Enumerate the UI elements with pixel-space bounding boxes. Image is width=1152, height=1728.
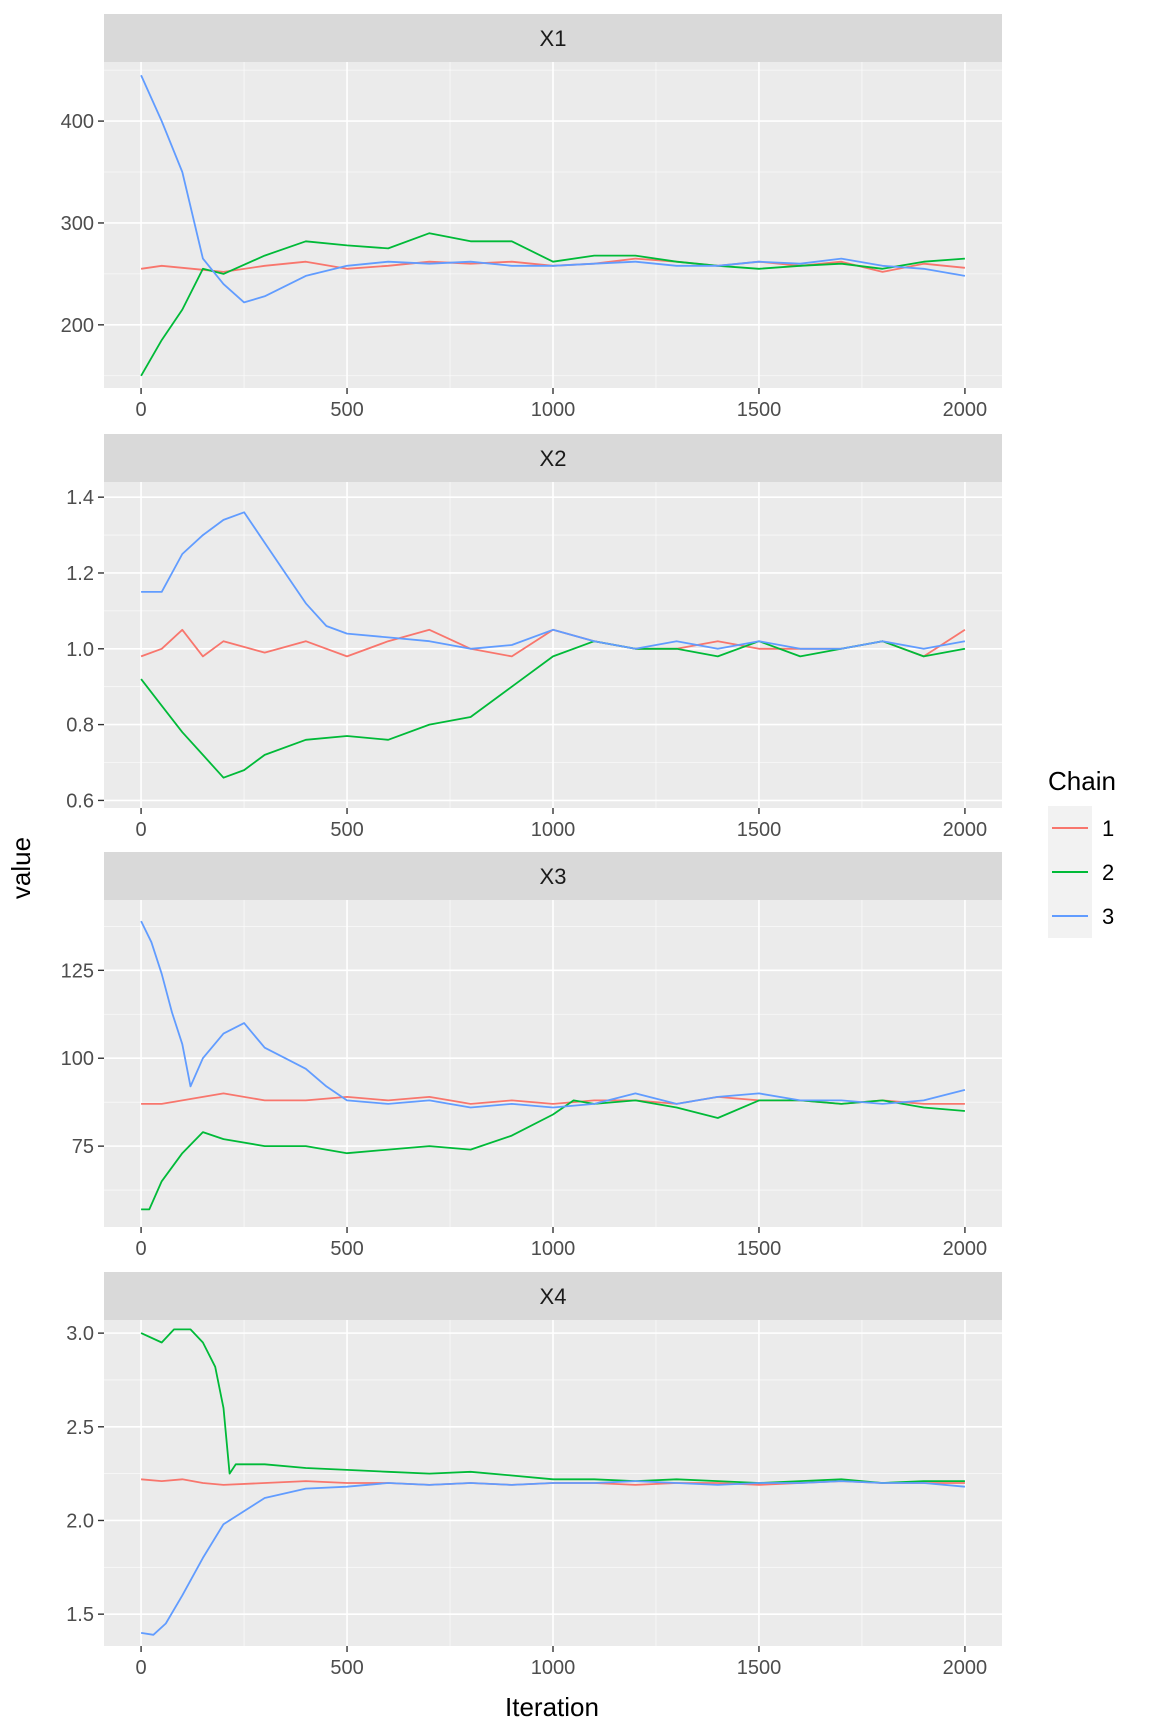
facet-panel-x2: X2 0 500 1000 1500 2000 0.6 0.8 1.0 1.2 1.4 xyxy=(66,434,1002,841)
y-tick-label: 1.2 xyxy=(66,563,94,585)
facet-strip-label: X2 xyxy=(540,446,567,471)
y-tick-label: 100 xyxy=(61,1048,94,1070)
facet-strip-label: X3 xyxy=(540,864,567,889)
x-tick-label: 500 xyxy=(330,1238,363,1260)
series-line-chain-2 xyxy=(140,232,965,377)
y-tick-label: 2.5 xyxy=(66,1417,94,1439)
x-tick-label: 0 xyxy=(136,1657,147,1679)
facet-strip xyxy=(104,852,1002,900)
series-line-chain-3 xyxy=(140,1480,965,1636)
y-tick-label: 1.4 xyxy=(66,487,94,509)
legend-label-3: 3 xyxy=(1102,904,1114,929)
x-tick-label: 0 xyxy=(136,819,147,841)
x-tick-label: 500 xyxy=(330,1657,363,1679)
x-tick-label: 1000 xyxy=(531,399,576,421)
x-tick-label: 1000 xyxy=(531,1238,576,1260)
facet-strip-label: X1 xyxy=(540,26,567,51)
x-tick-label: 500 xyxy=(330,399,363,421)
y-tick-label: 0.8 xyxy=(66,715,94,737)
facet-strip xyxy=(104,434,1002,482)
x-tick-label: 2000 xyxy=(943,399,988,421)
facet-strip xyxy=(104,1272,1002,1320)
facet-strip-label: X4 xyxy=(540,1284,567,1309)
facet-panel-x4: X4 0 500 1000 1500 2000 1.5 2.0 2.5 3.0 xyxy=(66,1272,1002,1679)
y-tick-label: 75 xyxy=(72,1136,94,1158)
x-tick-label: 2000 xyxy=(943,1657,988,1679)
y-axis-title: value xyxy=(6,837,36,899)
series-line-chain-2 xyxy=(140,640,966,779)
x-tick-label: 1500 xyxy=(737,399,782,421)
y-tick-label: 1.0 xyxy=(66,639,94,661)
y-tick-label: 2.0 xyxy=(66,1510,94,1532)
y-tick-label: 125 xyxy=(61,960,94,982)
facet-panel-x3: X3 0 500 1000 1500 2000 75 100 125 xyxy=(61,852,1002,1260)
y-tick-label: 300 xyxy=(61,213,94,235)
x-axis-title: Iteration xyxy=(505,1692,599,1722)
series-line-chain-2 xyxy=(140,1328,965,1484)
y-tick-label: 0.6 xyxy=(66,790,94,812)
y-tick-label: 200 xyxy=(61,315,94,337)
y-tick-label: 3.0 xyxy=(66,1323,94,1345)
series-line-chain-3 xyxy=(140,920,966,1109)
x-tick-label: 1000 xyxy=(531,1657,576,1679)
legend-label-2: 2 xyxy=(1102,860,1114,885)
x-tick-label: 2000 xyxy=(943,1238,988,1260)
x-tick-label: 2000 xyxy=(943,819,988,841)
x-tick-label: 1500 xyxy=(737,1238,782,1260)
x-tick-label: 0 xyxy=(136,399,147,421)
x-tick-label: 1000 xyxy=(531,819,576,841)
x-tick-label: 1500 xyxy=(737,1657,782,1679)
legend: Chain 1 2 3 xyxy=(1048,766,1116,938)
x-tick-label: 1500 xyxy=(737,819,782,841)
y-tick-label: 400 xyxy=(61,111,94,133)
x-tick-label: 500 xyxy=(330,819,363,841)
facet-panel-x1: X1 0 500 1000 1500 2000 200 300 400 xyxy=(61,14,1002,421)
facet-strip xyxy=(104,14,1002,62)
series-line-chain-3 xyxy=(140,74,966,304)
series-line-chain-3 xyxy=(141,511,966,650)
x-tick-label: 0 xyxy=(136,1238,147,1260)
legend-title: Chain xyxy=(1048,766,1116,796)
legend-keys: 1 2 3 xyxy=(1048,806,1114,938)
legend-label-1: 1 xyxy=(1102,816,1114,841)
y-tick-label: 1.5 xyxy=(66,1604,94,1626)
